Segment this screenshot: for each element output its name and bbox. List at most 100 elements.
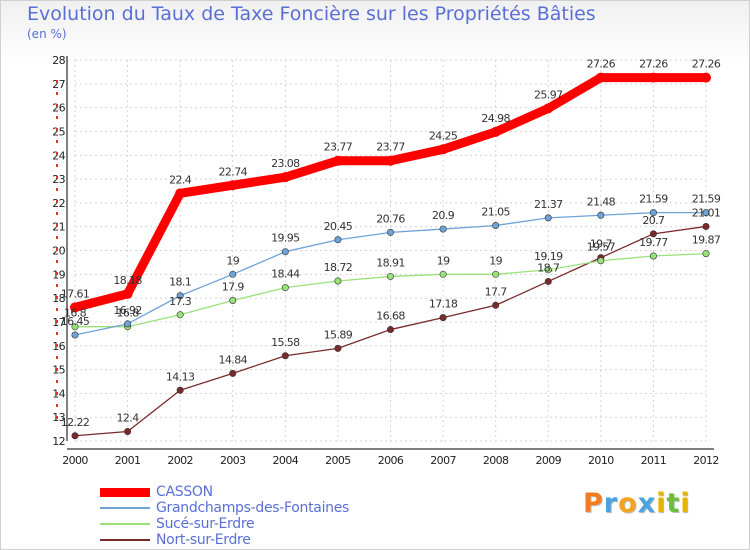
data-label-nort: 20.7	[642, 214, 665, 227]
y-tick-label: 15	[52, 364, 65, 377]
data-label-grandchamps: 20.45	[324, 220, 353, 233]
data-point-nort[interactable]	[229, 369, 237, 377]
data-point-suc[interactable]	[649, 252, 657, 260]
logo-letter: x	[637, 488, 657, 519]
data-point-suc[interactable]	[281, 284, 289, 292]
logo-letter: o	[618, 488, 638, 519]
data-point-suc[interactable]	[702, 250, 710, 258]
data-label-grandchamps: 19	[226, 254, 239, 267]
data-label-suc: 19	[489, 254, 502, 267]
data-point-grandchamps[interactable]	[439, 225, 447, 233]
data-point-casson[interactable]	[332, 155, 343, 166]
data-point-nort[interactable]	[544, 277, 552, 285]
data-point-suc[interactable]	[386, 272, 394, 280]
data-point-casson[interactable]	[595, 72, 606, 83]
data-point-nort[interactable]	[386, 326, 394, 334]
y-tick-label: 19	[52, 268, 65, 281]
data-label-nort: 19.7	[590, 238, 613, 251]
x-tick-label: 2000	[62, 454, 88, 467]
y-axis-unit-label: (en %)	[27, 27, 67, 41]
data-label-casson: 23.77	[324, 141, 353, 154]
y-tick-label: 20	[52, 245, 65, 258]
data-point-casson[interactable]	[175, 188, 186, 199]
data-point-nort[interactable]	[176, 386, 184, 394]
data-label-suc: 19.87	[692, 234, 721, 247]
logo-letter: P	[583, 488, 604, 519]
data-point-casson[interactable]	[648, 72, 659, 83]
data-point-suc[interactable]	[229, 297, 237, 305]
legend-label-suce: Sucé-sur-Erdre	[156, 516, 255, 532]
legend-label-casson: CASSON	[156, 484, 213, 500]
data-point-casson[interactable]	[280, 172, 291, 183]
data-point-casson[interactable]	[227, 180, 238, 191]
x-tick-label: 2002	[167, 454, 193, 467]
data-label-casson: 25.97	[534, 88, 563, 101]
logo-letter: r	[603, 488, 619, 519]
data-point-casson[interactable]	[122, 288, 133, 299]
data-point-suc[interactable]	[71, 323, 79, 331]
data-label-suc: 17.3	[169, 295, 192, 308]
data-point-nort[interactable]	[71, 432, 79, 440]
data-point-casson[interactable]	[438, 144, 449, 155]
data-point-nort[interactable]	[124, 427, 132, 435]
data-point-nort[interactable]	[492, 301, 500, 309]
logo-letter: i	[656, 488, 667, 519]
data-point-suc[interactable]	[176, 311, 184, 319]
data-label-suc: 19.57	[587, 241, 616, 254]
data-point-grandchamps[interactable]	[597, 211, 605, 219]
data-label-suc: 19.77	[639, 236, 668, 249]
data-point-grandchamps[interactable]	[544, 214, 552, 222]
x-tick-label: 2008	[483, 454, 509, 467]
data-point-nort[interactable]	[702, 222, 710, 230]
data-point-suc[interactable]	[334, 277, 342, 285]
data-label-nort: 15.89	[324, 328, 353, 341]
data-point-suc[interactable]	[544, 266, 552, 274]
data-point-nort[interactable]	[334, 344, 342, 352]
data-point-nort[interactable]	[649, 230, 657, 238]
data-point-grandchamps[interactable]	[386, 228, 394, 236]
data-label-nort: 21.01	[692, 206, 721, 219]
x-tick-label: 2006	[378, 454, 404, 467]
data-point-suc[interactable]	[439, 270, 447, 278]
x-tick-label: 2004	[273, 454, 299, 467]
data-label-casson: 24.25	[429, 129, 458, 142]
data-point-grandchamps[interactable]	[702, 209, 710, 217]
data-label-casson: 27.26	[587, 58, 616, 71]
logo-letter: i	[680, 488, 691, 519]
data-point-casson[interactable]	[543, 103, 554, 114]
logo-letter: t	[666, 488, 681, 519]
data-point-nort[interactable]	[281, 352, 289, 360]
data-point-nort[interactable]	[439, 314, 447, 322]
y-tick-label: 21	[52, 221, 65, 234]
data-label-casson: 18.18	[113, 274, 142, 287]
data-point-grandchamps[interactable]	[176, 292, 184, 300]
data-point-casson[interactable]	[70, 302, 80, 313]
data-label-casson: 27.26	[692, 58, 721, 71]
legend-swatch-casson	[100, 487, 150, 497]
data-label-casson: 24.98	[481, 112, 510, 125]
data-point-suc[interactable]	[597, 257, 605, 265]
data-point-grandchamps[interactable]	[649, 209, 657, 217]
data-label-grandchamps: 21.48	[587, 195, 616, 208]
y-tick-label: 28	[52, 54, 65, 67]
data-label-grandchamps: 21.37	[534, 198, 563, 211]
data-point-grandchamps[interactable]	[229, 270, 237, 278]
data-point-suc[interactable]	[492, 270, 500, 278]
data-point-grandchamps[interactable]	[492, 221, 500, 229]
data-point-grandchamps[interactable]	[71, 331, 79, 339]
data-point-grandchamps[interactable]	[124, 320, 132, 328]
data-label-nort: 17.18	[429, 298, 458, 311]
x-tick-label: 2003	[220, 454, 246, 467]
data-label-casson: 22.4	[169, 173, 192, 186]
data-point-casson[interactable]	[385, 155, 396, 166]
data-point-grandchamps[interactable]	[334, 236, 342, 244]
legend-swatch-suce	[100, 523, 150, 525]
data-label-grandchamps: 20.9	[432, 209, 455, 222]
proxiti-logo: Proxiti	[583, 488, 691, 519]
x-tick-label: 2011	[641, 454, 667, 467]
data-point-casson[interactable]	[701, 72, 711, 83]
data-point-casson[interactable]	[490, 126, 501, 137]
data-point-grandchamps[interactable]	[281, 248, 289, 256]
data-label-grandchamps: 20.76	[376, 212, 405, 225]
